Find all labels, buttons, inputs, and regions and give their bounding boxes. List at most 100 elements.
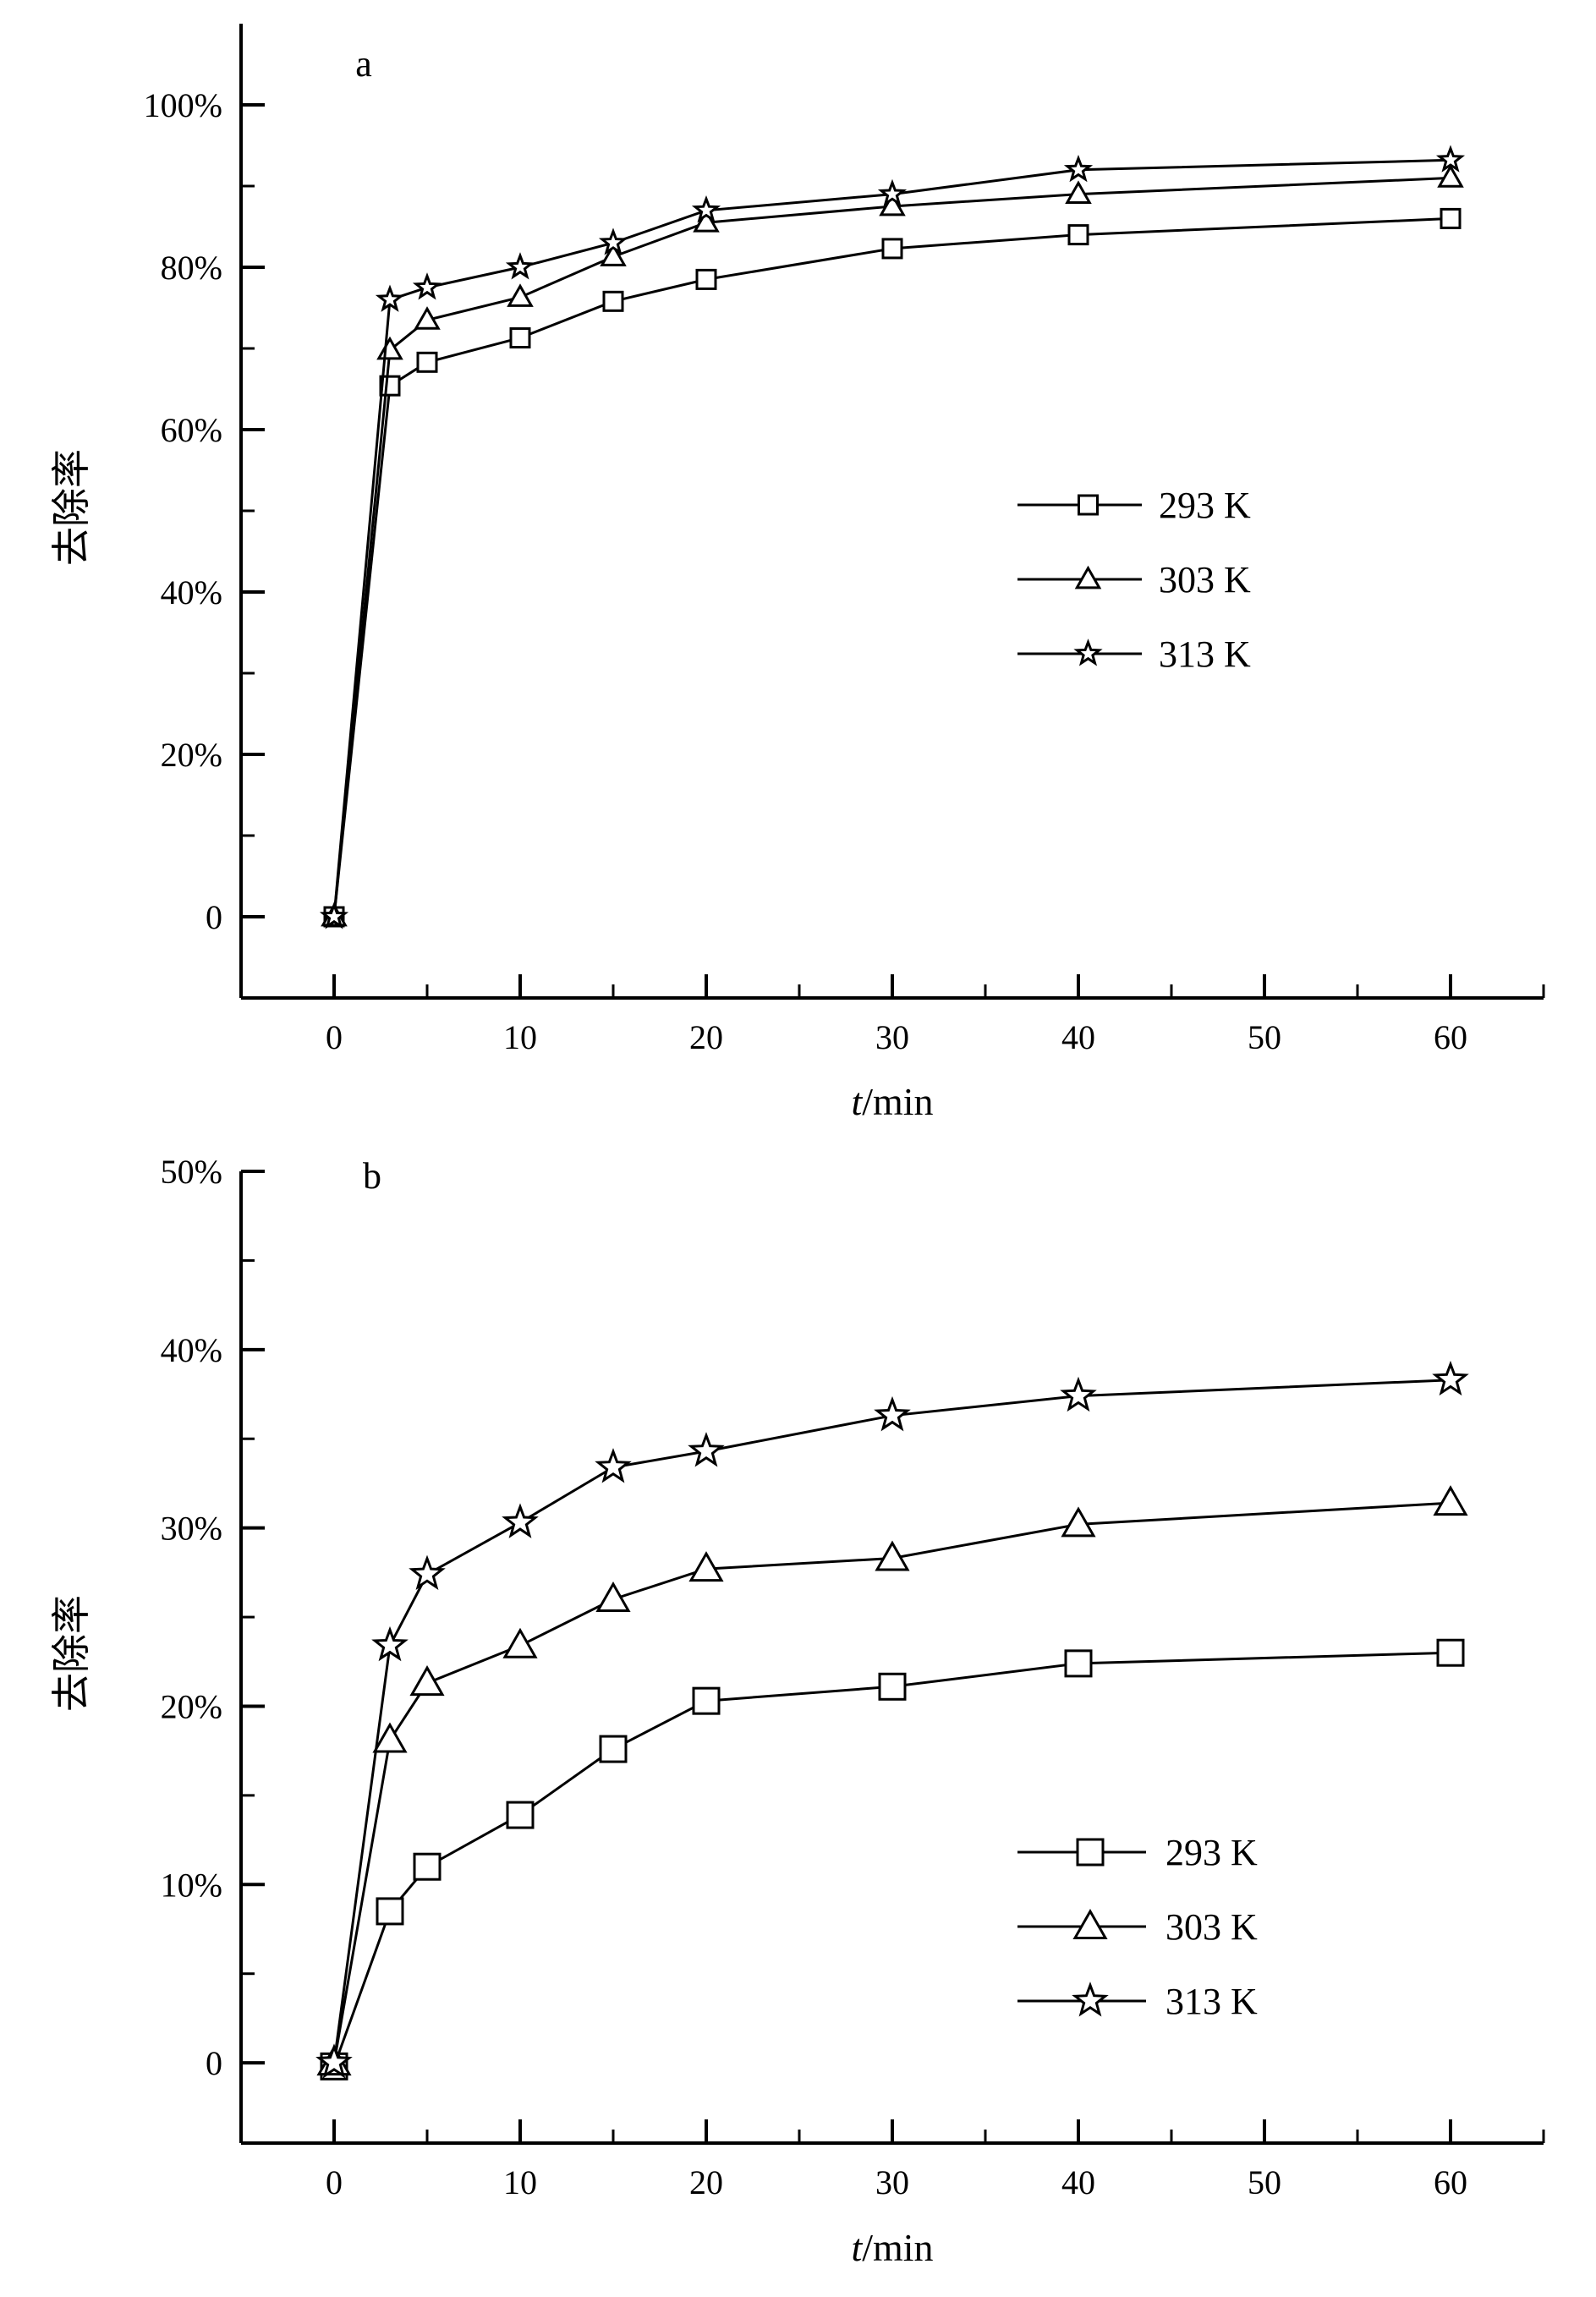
- x-tick-label: 0: [326, 2163, 343, 2201]
- legend-label: 293 K: [1159, 485, 1251, 526]
- legend-marker-triangle: [1074, 565, 1102, 589]
- data-point-triangle: [875, 1540, 910, 1571]
- data-point-star: [691, 195, 721, 223]
- x-tick-label: 30: [875, 2163, 909, 2201]
- series-line: [332, 158, 1451, 918]
- y-tick-label: 40%: [161, 1331, 222, 1369]
- data-point-star: [505, 252, 535, 280]
- series-line: [332, 1651, 1451, 2067]
- data-point-star: [409, 1554, 446, 1590]
- y-axis-title: 去除率: [48, 1595, 94, 1712]
- data-point-star: [371, 1625, 409, 1662]
- y-tick-label: 20%: [161, 1687, 222, 1725]
- data-point-square: [506, 1801, 535, 1829]
- x-tick-label: 60: [1434, 2163, 1467, 2201]
- x-axis-title: t/min: [851, 2226, 933, 2269]
- data-point-triangle: [688, 1551, 724, 1582]
- data-point-square: [413, 1852, 442, 1881]
- x-tick-label: 20: [689, 1018, 723, 1056]
- data-point-square: [416, 351, 438, 373]
- x-tick-label: 40: [1061, 2163, 1095, 2201]
- data-point-star: [688, 1432, 725, 1467]
- y-tick-label: 40%: [161, 573, 222, 611]
- data-point-square: [1067, 224, 1089, 246]
- data-point-triangle: [1065, 180, 1092, 204]
- data-point-star: [319, 902, 349, 929]
- data-point-triangle: [1433, 1485, 1468, 1516]
- x-tick-label: 30: [875, 1018, 909, 1056]
- data-point-star: [1063, 154, 1094, 183]
- chart-panel-a: 0 20% 40% 60% 80% 100% 0 10 20 30 40 50 60 a t/min 去除率 2…: [48, 24, 1545, 1123]
- x-tick-label: 60: [1434, 1018, 1467, 1056]
- series-313k: [319, 145, 1466, 929]
- legend: 293 K 303 K 313 K: [1017, 1832, 1258, 2022]
- data-point-triangle: [409, 1665, 445, 1697]
- series-313k: [315, 1360, 1469, 2079]
- series-303k: [321, 164, 1464, 927]
- y-tick-label: 10%: [161, 1866, 222, 1904]
- data-point-triangle: [1061, 1506, 1096, 1538]
- legend-label: 293 K: [1165, 1832, 1258, 1873]
- data-point-star: [874, 1395, 911, 1432]
- series-line: [332, 1501, 1451, 2064]
- data-point-square: [599, 1735, 628, 1763]
- data-point-square: [1064, 1649, 1093, 1678]
- data-point-triangle: [507, 283, 534, 307]
- panel-label: b: [363, 1155, 381, 1197]
- data-point-star: [412, 272, 442, 300]
- data-point-star: [1432, 1360, 1469, 1396]
- data-point-triangle: [414, 306, 441, 330]
- chart-panel-b: 0 10% 20% 30% 40% 50% 0 10 20 30 40 50 60 b t/min 去除率 29…: [48, 1153, 1545, 2269]
- y-tick-label: 80%: [161, 249, 222, 287]
- legend-marker-triangle: [1072, 1908, 1108, 1939]
- x-tick-label: 10: [503, 1018, 537, 1056]
- series-293k: [323, 207, 1462, 928]
- y-tick-label: 20%: [161, 736, 222, 774]
- data-point-square: [1440, 207, 1462, 229]
- data-point-triangle: [693, 208, 720, 233]
- legend-label: 303 K: [1159, 559, 1251, 600]
- x-tick-label: 40: [1061, 1018, 1095, 1056]
- legend-label: 313 K: [1159, 633, 1251, 675]
- data-point-triangle: [879, 192, 906, 217]
- x-tick-label: 10: [503, 2163, 537, 2201]
- x-tick-label: 20: [689, 2163, 723, 2201]
- y-tick-label: 0: [206, 898, 222, 936]
- data-point-square: [509, 327, 531, 349]
- data-point-star: [1060, 1376, 1097, 1412]
- y-tick-label: 50%: [161, 1153, 222, 1191]
- legend-marker-square: [1076, 1838, 1105, 1867]
- data-point-triangle: [502, 1627, 538, 1658]
- series-line: [332, 1379, 1451, 2064]
- data-point-square: [692, 1686, 721, 1715]
- data-point-square: [602, 290, 624, 312]
- data-point-square: [881, 238, 903, 260]
- data-point-square: [878, 1672, 907, 1701]
- data-point-star: [1435, 145, 1466, 173]
- data-point-triangle: [595, 1581, 631, 1612]
- data-point-star: [502, 1503, 539, 1538]
- legend-label: 313 K: [1165, 1981, 1258, 2022]
- x-tick-label: 50: [1248, 1018, 1281, 1056]
- y-tick-label: 30%: [161, 1510, 222, 1548]
- data-point-triangle: [372, 1722, 408, 1753]
- data-point-square: [1436, 1638, 1465, 1667]
- data-point-star: [598, 228, 628, 255]
- panel-label: a: [355, 43, 372, 85]
- series-293k: [320, 1638, 1465, 2080]
- y-tick-label: 100%: [144, 86, 222, 124]
- legend-marker-star: [1073, 639, 1103, 666]
- y-tick-label: 60%: [161, 411, 222, 449]
- data-point-star: [877, 178, 908, 207]
- data-point-star: [315, 2043, 353, 2079]
- x-axis-title: t/min: [851, 1080, 933, 1123]
- x-tick-label: 50: [1248, 2163, 1281, 2201]
- legend-label: 303 K: [1165, 1906, 1258, 1948]
- series-line: [332, 176, 1451, 918]
- x-tick-label: 0: [326, 1018, 343, 1056]
- data-point-square: [695, 268, 717, 290]
- y-tick-label: 0: [206, 2044, 222, 2082]
- data-point-triangle: [600, 243, 627, 266]
- legend-marker-star: [1072, 1982, 1109, 2017]
